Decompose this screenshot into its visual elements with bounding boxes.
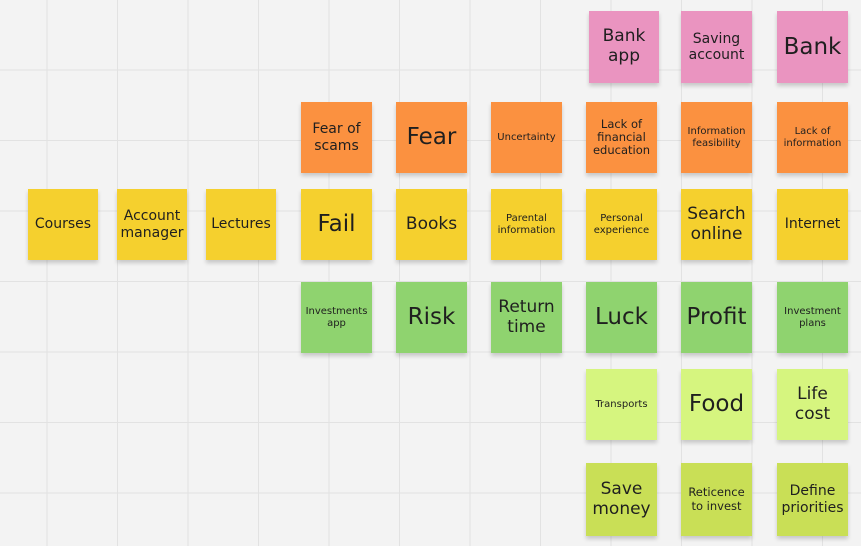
note-text: Account manager [120, 208, 184, 241]
sticky-note-fear[interactable]: Fear [396, 102, 467, 173]
note-text: Food [688, 391, 745, 418]
sticky-note-information-feasibility[interactable]: Information feasibility [681, 102, 752, 173]
sticky-note-uncertainty[interactable]: Uncertainty [491, 102, 562, 173]
note-text: Return time [498, 296, 555, 337]
sticky-note-lectures[interactable]: Lectures [206, 189, 276, 260]
note-text: Investments app [305, 306, 368, 329]
note-text: Internet [784, 216, 841, 233]
note-text: Courses [34, 216, 92, 233]
note-text: Fear of scams [312, 121, 361, 154]
sticky-note-saving-account[interactable]: Saving account [681, 11, 752, 83]
note-text: Luck [595, 304, 648, 331]
note-text: Save money [592, 478, 651, 519]
note-text: Saving account [688, 30, 745, 63]
note-text: Define priorities [781, 483, 844, 516]
note-text: Investment plans [784, 306, 841, 329]
note-text: Fail [317, 211, 356, 238]
note-text: Bank app [602, 26, 646, 66]
sticky-note-parental-information[interactable]: Parental information [491, 189, 562, 260]
note-text: Risk [407, 304, 456, 331]
note-text: Books [405, 213, 458, 234]
note-text: Personal experience [593, 213, 650, 236]
sticky-note-bank[interactable]: Bank [777, 11, 848, 83]
sticky-note-personal-experience[interactable]: Personal experience [586, 189, 657, 260]
sticky-note-bank-app[interactable]: Bank app [589, 11, 659, 83]
sticky-note-investment-plans[interactable]: Investment plans [777, 282, 848, 353]
sticky-note-lack-of-financial-education[interactable]: Lack of financial education [586, 102, 657, 173]
sticky-note-fail[interactable]: Fail [301, 189, 372, 260]
sticky-note-transports[interactable]: Transports [586, 369, 657, 440]
sticky-note-save-money[interactable]: Save money [586, 463, 657, 536]
note-text: Transports [595, 398, 648, 410]
note-text: Bank [783, 33, 842, 60]
sticky-note-define-priorities[interactable]: Define priorities [777, 463, 848, 536]
note-text: Parental information [497, 213, 556, 236]
sticky-note-return-time[interactable]: Return time [491, 282, 562, 353]
sticky-note-reticence-to-invest[interactable]: Reticence to invest [681, 463, 752, 536]
note-text: Lack of financial education [592, 116, 651, 158]
sticky-note-investments-app[interactable]: Investments app [301, 282, 372, 353]
sticky-note-profit[interactable]: Profit [681, 282, 752, 353]
sticky-note-internet[interactable]: Internet [777, 189, 848, 260]
sticky-note-books[interactable]: Books [396, 189, 467, 260]
sticky-note-courses[interactable]: Courses [28, 189, 98, 260]
sticky-note-lack-of-information[interactable]: Lack of information [777, 102, 848, 173]
note-text: Search online [687, 203, 746, 244]
sticky-note-luck[interactable]: Luck [586, 282, 657, 353]
note-text: Information feasibility [687, 126, 746, 149]
sticky-note-risk[interactable]: Risk [396, 282, 467, 353]
sticky-note-fear-of-scams[interactable]: Fear of scams [301, 102, 372, 173]
note-text: Lack of information [783, 126, 842, 149]
sticky-note-search-online[interactable]: Search online [681, 189, 752, 260]
sticky-note-life-cost[interactable]: Life cost [777, 369, 848, 440]
note-text: Uncertainty [497, 131, 556, 143]
sticky-note-food[interactable]: Food [681, 369, 752, 440]
note-text: Profit [686, 304, 747, 331]
note-text: Reticence to invest [688, 485, 745, 513]
sticky-note-account-manager[interactable]: Account manager [117, 189, 187, 260]
note-text: Fear [406, 124, 457, 151]
note-text: Life cost [794, 383, 831, 424]
note-text: Lectures [211, 216, 271, 233]
